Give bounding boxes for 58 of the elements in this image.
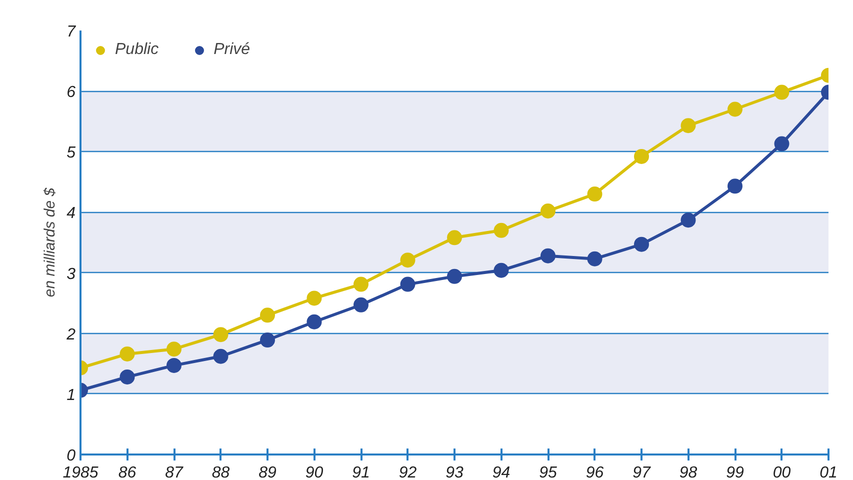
y-tick-label: 4 xyxy=(66,205,76,222)
point xyxy=(306,314,322,330)
y-tick-label: 5 xyxy=(66,144,76,162)
point xyxy=(494,222,509,238)
point xyxy=(120,346,135,362)
point xyxy=(120,369,135,384)
point xyxy=(166,358,182,373)
x-tick-label: 00 xyxy=(772,464,791,480)
legend-label: Privé xyxy=(214,41,250,59)
x-tick-label: 87 xyxy=(165,464,184,480)
point xyxy=(634,149,649,164)
x-tick-label: 96 xyxy=(586,464,604,480)
x-tick-label: 86 xyxy=(118,464,136,480)
x-tick-label: 91 xyxy=(352,464,370,480)
x-tick-label: 90 xyxy=(305,464,324,480)
point xyxy=(494,262,509,278)
x-tick-label: 98 xyxy=(679,464,698,480)
x-tick-label: 99 xyxy=(726,464,744,480)
point xyxy=(728,178,742,194)
x-tick-label: 92 xyxy=(398,464,417,480)
point xyxy=(306,290,322,306)
point xyxy=(447,268,462,284)
point xyxy=(680,212,696,228)
point xyxy=(447,230,462,246)
x-tick-label: 01 xyxy=(820,464,838,480)
point xyxy=(634,236,649,252)
x-tick-label: 89 xyxy=(258,464,276,480)
point xyxy=(166,342,182,357)
x-tick-label: 97 xyxy=(632,464,652,480)
point xyxy=(354,297,368,312)
point xyxy=(400,276,416,292)
y-tick-label: 3 xyxy=(66,266,76,283)
point xyxy=(680,118,696,134)
point xyxy=(260,332,275,348)
y-tick-label: 1 xyxy=(66,386,76,404)
point xyxy=(728,102,742,117)
y-tick-label: 2 xyxy=(66,326,76,344)
x-tick-label: 88 xyxy=(212,464,230,480)
point xyxy=(540,248,556,264)
x-tick-label: 95 xyxy=(539,464,557,480)
x-tick-label: 93 xyxy=(446,464,464,480)
point xyxy=(774,136,790,152)
y-tick-label: 6 xyxy=(66,84,76,102)
point xyxy=(354,276,368,292)
legend-label: Public xyxy=(115,41,159,59)
point xyxy=(540,204,556,218)
point xyxy=(400,252,416,268)
y-tick-label: 7 xyxy=(66,24,77,40)
x-tick-label: 1985 xyxy=(62,464,98,480)
y-axis-title: en milliards de $ xyxy=(42,187,59,298)
point xyxy=(774,84,790,100)
x-tick-label: 94 xyxy=(492,464,510,480)
point xyxy=(587,251,602,266)
point xyxy=(260,308,275,323)
point xyxy=(213,348,228,364)
point xyxy=(587,186,602,202)
point xyxy=(213,327,228,342)
y-tick-label: 0 xyxy=(66,448,76,464)
